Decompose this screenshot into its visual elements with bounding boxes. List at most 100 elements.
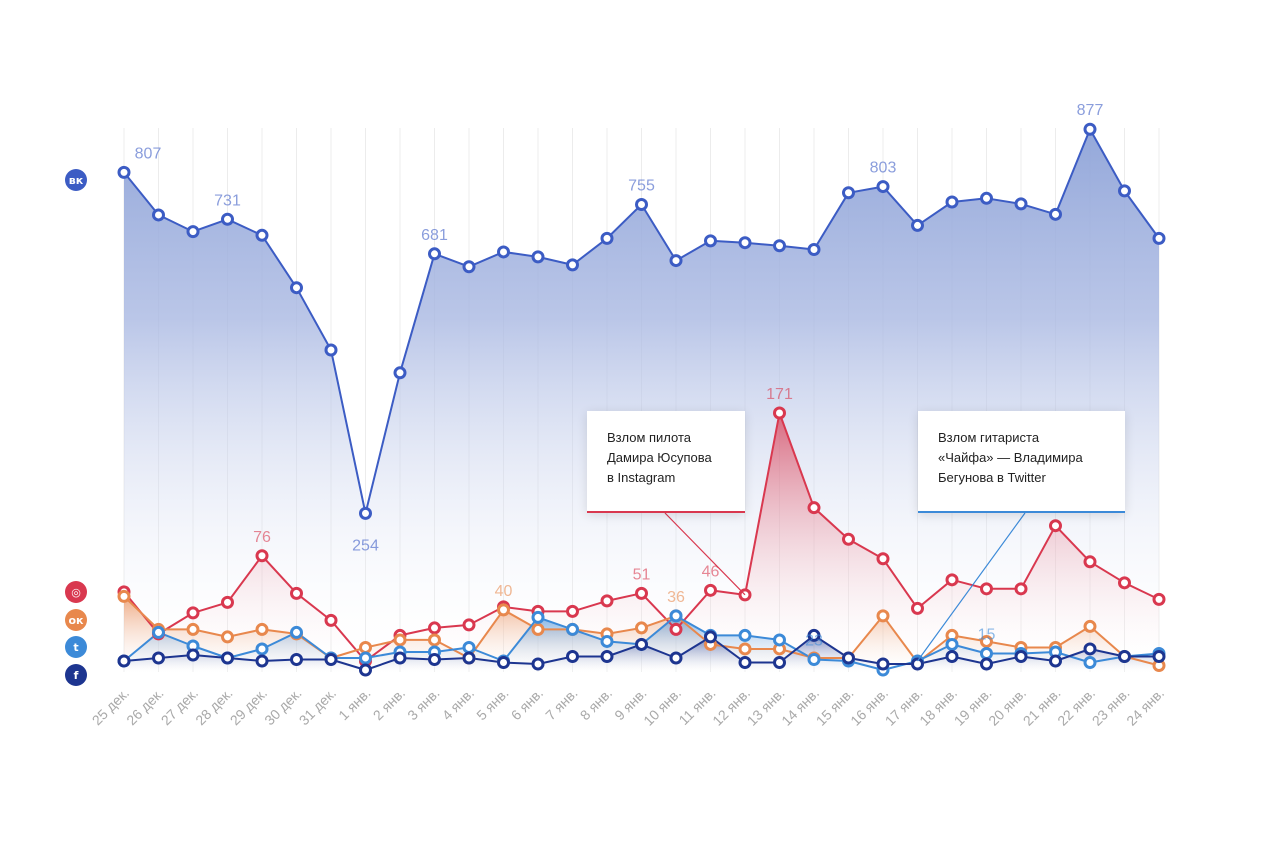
vk-point — [152, 208, 165, 222]
vk-point — [635, 197, 648, 211]
annotation-accent-bar — [587, 511, 745, 513]
twitter-area — [124, 615, 1159, 672]
x-tick-label: 26 дек. — [123, 685, 166, 728]
ok-point — [393, 633, 407, 647]
x-tick-label: 24 янв. — [1123, 685, 1167, 729]
twitter-value-label: 15 — [978, 626, 996, 643]
instagram-point — [669, 622, 683, 636]
twitter-point — [531, 610, 545, 624]
annotation-text-line: «Чайфа» — Владимира — [938, 450, 1083, 465]
vk-point — [1014, 197, 1028, 211]
vk-point — [669, 254, 683, 268]
vk-value-label: 803 — [870, 160, 897, 177]
facebook-point — [117, 654, 131, 668]
instagram-point — [221, 595, 234, 609]
vk-point — [1049, 207, 1062, 221]
vk-point — [911, 218, 924, 232]
facebook-point — [290, 652, 303, 666]
twitter-point — [807, 652, 821, 666]
facebook-point — [393, 651, 407, 665]
x-tick-label: 10 янв. — [640, 685, 684, 729]
instagram-point — [773, 406, 786, 420]
ok-point — [359, 640, 372, 654]
x-tick-label: 4 янв. — [439, 685, 477, 723]
annotation-leader-line — [917, 512, 1026, 662]
instagram-value-label: 46 — [702, 563, 720, 580]
annotation-leader-line — [664, 512, 746, 596]
vk-value-label: 681 — [421, 227, 448, 244]
instagram-value-label: 171 — [766, 386, 793, 403]
twitter-point — [980, 646, 993, 660]
instagram-point — [911, 601, 924, 615]
facebook-point — [324, 652, 338, 666]
instagram-point — [428, 621, 441, 635]
vk-point — [290, 281, 303, 295]
vk-point — [221, 212, 234, 226]
x-tick-label: 3 янв. — [404, 685, 442, 723]
instagram-point — [1049, 519, 1062, 533]
instagram-icon: ◎ — [65, 581, 87, 603]
facebook-point — [876, 657, 890, 671]
twitter-point — [290, 625, 303, 639]
annotation-callout: Взлом гитариста «Чайфа» — Владимира Бегуно… — [918, 411, 1125, 513]
instagram-point — [980, 582, 993, 596]
series-points — [117, 122, 1166, 677]
facebook-point — [566, 649, 579, 663]
vk-area — [124, 129, 1159, 672]
x-tick-labels: 25 дек.26 дек.27 дек.28 дек.29 дек.30 де… — [89, 685, 1167, 729]
ok-value-label: 40 — [495, 583, 513, 600]
instagram-point — [1014, 582, 1028, 596]
x-tick-label: 22 янв. — [1054, 685, 1098, 729]
ok-point — [531, 622, 545, 636]
annotation-text-line: в Instagram — [607, 470, 676, 485]
x-tick-label: 31 дек. — [296, 685, 339, 728]
instagram-point — [876, 552, 890, 566]
vk-value-label: 254 — [352, 537, 379, 554]
twitter-point — [462, 640, 476, 654]
facebook-point — [428, 652, 441, 666]
x-tick-label: 14 янв. — [778, 685, 822, 729]
instagram-point — [324, 613, 338, 627]
instagram-point — [566, 604, 579, 618]
vk-point — [773, 239, 786, 253]
ok-icon: ок — [65, 609, 87, 631]
vk-point — [393, 366, 407, 380]
x-tick-label: 8 янв. — [577, 685, 615, 723]
vk-point — [1118, 184, 1131, 198]
twitter-point — [255, 642, 269, 656]
vk-value-label: 807 — [135, 145, 162, 162]
vk-point — [186, 225, 200, 239]
x-tick-label: 30 дек. — [261, 685, 304, 728]
x-tick-label: 13 янв. — [744, 685, 788, 729]
x-tick-label: 23 янв. — [1089, 685, 1133, 729]
twitter-point — [566, 622, 579, 636]
facebook-point — [221, 651, 234, 665]
twitter-value-label: 23 — [805, 632, 823, 649]
x-tick-label: 7 янв. — [542, 685, 580, 723]
x-tick-label: 18 янв. — [916, 685, 960, 729]
vk-point — [738, 236, 752, 250]
vk-point — [255, 228, 269, 242]
instagram-point — [1152, 592, 1166, 606]
x-tick-label: 17 янв. — [882, 685, 926, 729]
ok-point — [255, 622, 269, 636]
annotation-accent-bar — [918, 511, 1125, 513]
x-tick-label: 2 янв. — [370, 685, 408, 723]
twitter-point — [359, 651, 372, 665]
ok-point — [221, 630, 234, 644]
annotation-callout: Взлом пилота Дамира Юсупова в Instagram — [587, 411, 745, 513]
annotation-text-line: Дамира Юсупова — [607, 450, 712, 465]
instagram-point — [945, 573, 959, 587]
twitter-point — [773, 633, 786, 647]
facebook-point — [497, 655, 510, 669]
facebook-icon: f — [65, 664, 87, 686]
ok-point — [876, 609, 890, 623]
vk-value-label: 755 — [628, 177, 655, 194]
vk-point — [600, 231, 614, 245]
annotation-text-line: Бегунова в Twitter — [938, 470, 1046, 485]
vk-point — [842, 186, 855, 200]
annotation-leaders — [664, 512, 1026, 662]
instagram-point — [462, 618, 476, 632]
annotation-text-line: Взлом пилота — [607, 430, 692, 445]
